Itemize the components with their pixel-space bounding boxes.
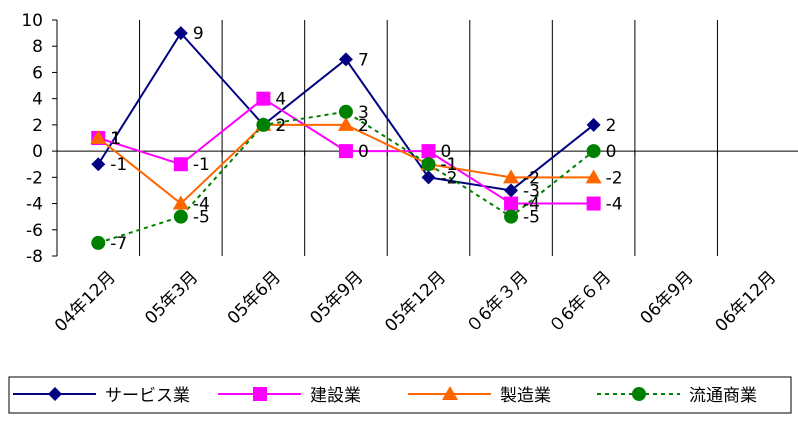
data-label: -3 — [523, 181, 540, 201]
y-tick-label: 6 — [32, 63, 43, 83]
x-tick-label: ０6年３月 — [463, 267, 533, 337]
x-tick-label: 05年9月 — [306, 267, 367, 328]
y-tick-labels: 10 8 6 4 2 0 -2 -4 -6 -8 — [21, 11, 43, 267]
data-label: -2 — [523, 168, 540, 188]
data-point — [172, 195, 189, 210]
gridlines — [139, 20, 718, 256]
data-label: 0 — [358, 142, 369, 162]
x-tick-label: 05年12月 — [381, 267, 450, 336]
data-point — [338, 52, 353, 67]
data-label: -1 — [193, 155, 210, 175]
data-label: 2 — [358, 116, 369, 136]
data-label: -2 — [606, 168, 623, 188]
data-point — [421, 170, 436, 185]
data-point — [338, 104, 353, 119]
y-tick-label: 8 — [32, 37, 43, 57]
x-tick-label: 05年6月 — [224, 267, 285, 328]
x-tick-labels: 04年12月 05年3月 05年6月 05年9月 05年12月 ０6年３月 ０6年６月 06年… — [51, 267, 780, 337]
data-label: 0 — [606, 142, 617, 162]
x-tick-label: ０6年６月 — [545, 267, 615, 337]
data-label: -4 — [193, 195, 210, 215]
series-line-3 — [97, 123, 594, 205]
data-label: -2 — [441, 168, 458, 188]
data-point — [586, 144, 601, 159]
data-point — [337, 116, 354, 131]
y-tick-label: 4 — [32, 90, 43, 110]
y-tick-label: 10 — [21, 11, 43, 31]
data-point — [91, 235, 106, 250]
data-label: 1 — [110, 129, 121, 149]
data-point — [504, 209, 519, 224]
x-tick-label: 06年9月 — [637, 267, 698, 328]
data-label: 2 — [275, 116, 286, 136]
data-label: 4 — [275, 90, 286, 110]
data-point — [90, 130, 107, 144]
data-point — [504, 183, 519, 198]
y-tick-label: 0 — [32, 142, 43, 162]
data-label: -5 — [193, 208, 210, 228]
y-tick-label: 2 — [32, 116, 43, 136]
legend-label: 流通商業 — [689, 386, 757, 406]
data-point — [173, 26, 188, 41]
legend: サービス業 建設業 製造業 流通商業 — [8, 376, 792, 414]
data-label: 7 — [358, 50, 369, 70]
series-markers — [90, 26, 602, 250]
data-label: 1 — [110, 129, 121, 149]
legend-label: サービス業 — [105, 386, 190, 406]
legend-marker — [48, 387, 62, 401]
data-label: -4 — [523, 195, 540, 215]
data-label: 2 — [606, 116, 617, 136]
data-point — [504, 196, 519, 211]
data-label: 9 — [193, 24, 204, 44]
data-label: -4 — [606, 195, 623, 215]
data-label: 0 — [441, 142, 452, 162]
data-label: -5 — [523, 208, 540, 228]
y-tick-label: -8 — [26, 247, 43, 267]
axes — [52, 19, 798, 257]
y-tick-label: -6 — [26, 221, 43, 241]
data-point — [91, 157, 106, 172]
data-point — [503, 169, 520, 184]
legend-marker — [632, 387, 646, 401]
data-point — [421, 157, 436, 172]
data-point — [256, 117, 271, 132]
data-point — [338, 144, 353, 159]
data-point — [421, 144, 436, 159]
x-tick-label: 04年12月 — [51, 267, 120, 336]
data-point — [585, 169, 602, 184]
legend-marker — [253, 387, 267, 401]
data-point — [173, 157, 188, 172]
data-label: -1 — [110, 155, 127, 175]
data-point — [586, 196, 601, 211]
data-label: 3 — [358, 103, 369, 123]
data-label: -7 — [110, 234, 127, 254]
legend-box — [8, 376, 792, 414]
legend-marker — [442, 386, 458, 400]
data-point — [256, 91, 271, 106]
data-label: -1 — [441, 155, 458, 175]
x-tick-label: 05年3月 — [141, 267, 202, 328]
y-tick-label: -2 — [26, 168, 43, 188]
data-label: -1 — [441, 155, 458, 175]
data-label: 2 — [275, 116, 286, 136]
data-point — [173, 209, 188, 224]
x-tick-label: 06年12月 — [711, 267, 780, 336]
data-point — [586, 117, 601, 132]
legend-label: 製造業 — [500, 386, 551, 406]
data-label: 2 — [275, 116, 286, 136]
legend-label: 建設業 — [310, 386, 361, 406]
y-tick-label: -4 — [26, 195, 43, 215]
